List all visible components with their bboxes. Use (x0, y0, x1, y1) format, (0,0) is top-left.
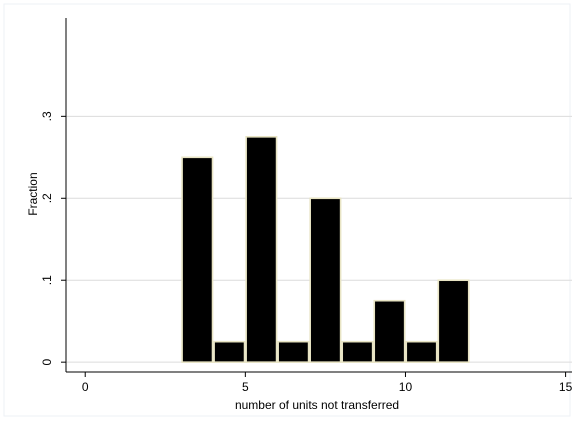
bar-0 (181, 156, 214, 363)
y-tick-label-0: 0 (40, 359, 54, 366)
bar-1 (213, 340, 246, 363)
bar-6 (373, 299, 406, 363)
bars (181, 136, 470, 363)
bar-5 (341, 340, 374, 363)
axes: 0 .1 .2 .3 0 5 10 15 (40, 18, 573, 394)
y-tick-label-1: .1 (40, 275, 54, 285)
bar-3 (277, 340, 310, 363)
bar-7 (405, 340, 438, 363)
bar-2 (245, 136, 278, 363)
figure-border (3, 3, 571, 417)
y-tick-label-3: .3 (40, 111, 54, 121)
y-tick-label-2: .2 (40, 193, 54, 203)
bar-4 (309, 197, 342, 363)
x-tick-label-1: 5 (242, 380, 249, 394)
x-axis-title: number of units not transferred (235, 398, 399, 412)
x-tick-label-0: 0 (82, 380, 89, 394)
y-axis-title: Fraction (26, 172, 40, 215)
bar-8 (437, 279, 470, 363)
x-tick-label-3: 15 (559, 380, 573, 394)
x-tick-label-2: 10 (399, 380, 413, 394)
